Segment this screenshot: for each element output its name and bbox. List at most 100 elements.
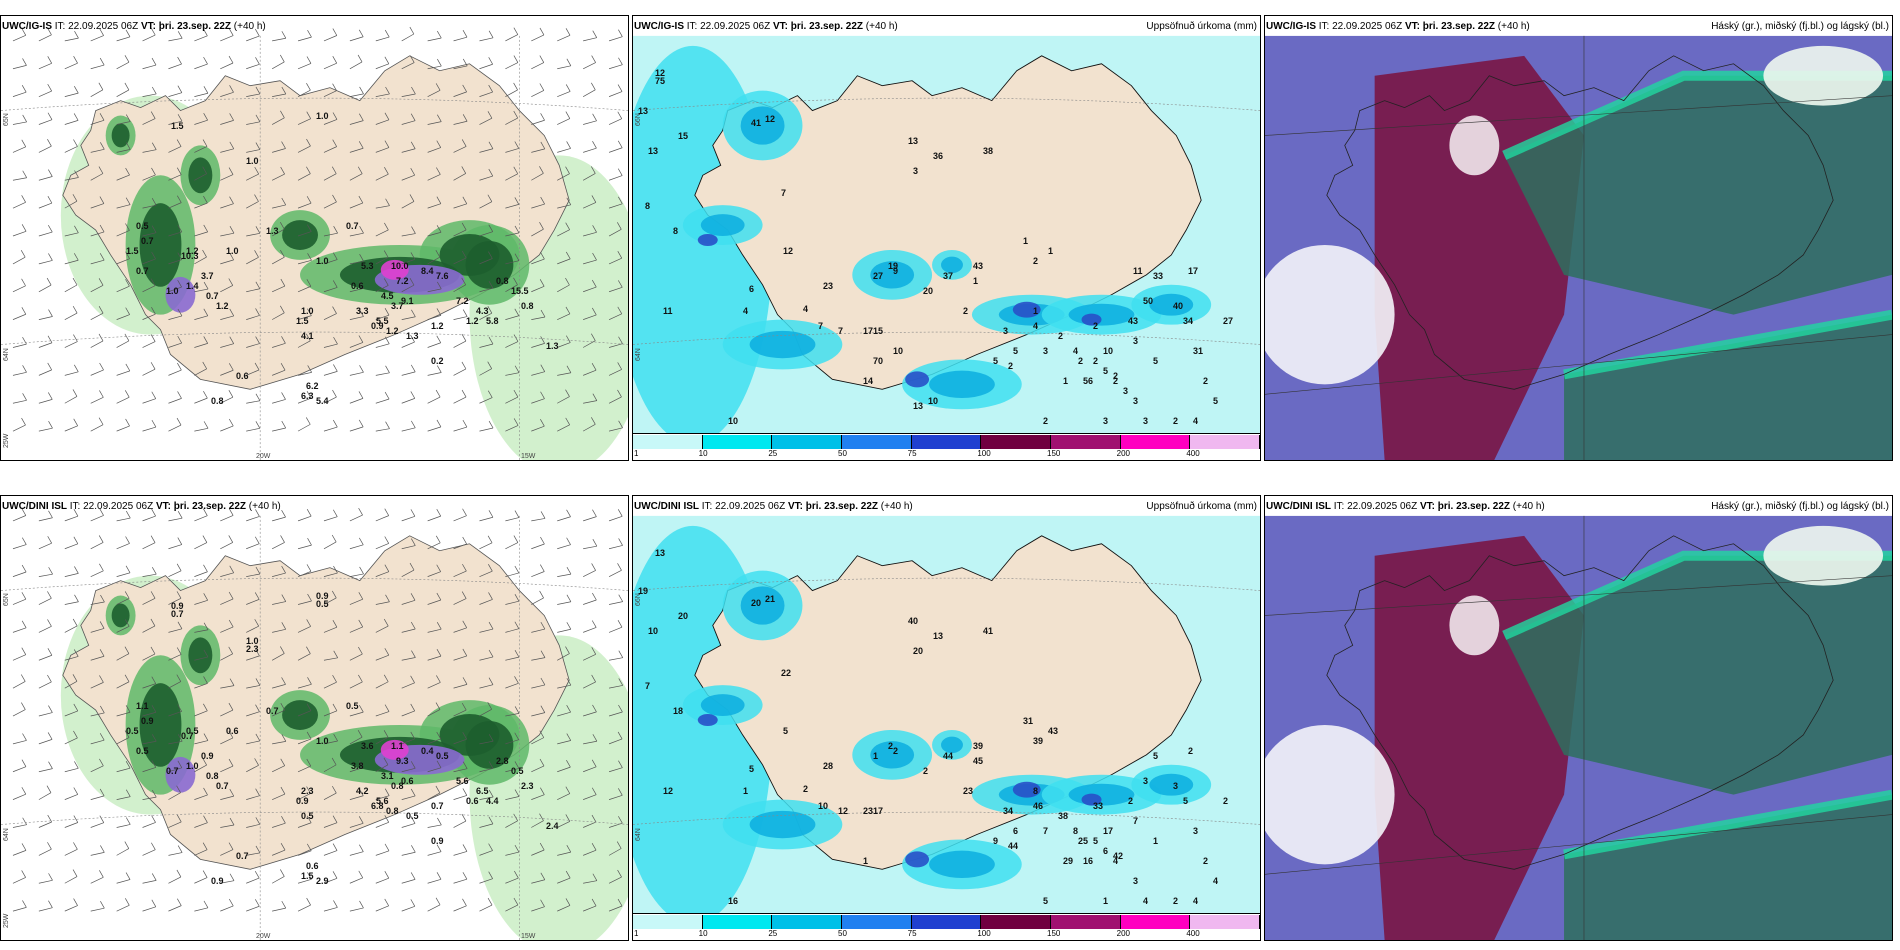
- map-value-label: 5.6: [376, 796, 389, 806]
- colorbar-segment: [1190, 915, 1260, 929]
- map-value-label: 13: [933, 631, 944, 641]
- map-value-label: 3: [1133, 396, 1139, 406]
- map-value-label: 13: [908, 136, 919, 146]
- map-value-label: 4: [1113, 856, 1119, 866]
- model-name: UWC/DINI ISL: [2, 501, 67, 512]
- map-value-label: 4: [1213, 876, 1219, 886]
- map-value-label: 1.5: [171, 121, 184, 131]
- valid-time-label: VT:: [1419, 501, 1435, 512]
- map-value-label: 44: [1008, 841, 1019, 851]
- map-value-label: 5: [1043, 896, 1049, 906]
- precip-cores: [682, 90, 1212, 410]
- colorbar-segment: [1051, 435, 1121, 449]
- map-value-label: 5.5: [376, 316, 389, 326]
- axis-label-mid: 64N: [635, 828, 642, 841]
- map-value-label: 43: [1128, 316, 1139, 326]
- map-value-label: 10.3: [181, 251, 199, 261]
- colorbar-tick-label: 50: [838, 449, 847, 458]
- map-value-label: 5: [1153, 751, 1159, 761]
- colorbar-segment: [842, 915, 912, 929]
- map-value-label: 8: [1073, 826, 1079, 836]
- map-value-label: 7: [645, 681, 651, 691]
- panel-header: UWC/IG-IS IT: 22.09.2025 06Z VT: þri. 23…: [634, 21, 1257, 35]
- map-value-label: 3: [1193, 826, 1199, 836]
- map-value-label: 9.3: [396, 756, 409, 766]
- map-value-label: 1.0: [166, 286, 179, 296]
- map-value-label: 34: [1183, 316, 1194, 326]
- iceland-outline: [1326, 535, 1834, 870]
- colorbar-segment: [772, 435, 842, 449]
- map-value-label: 1.5: [126, 246, 139, 256]
- init-time-label: IT:: [1318, 21, 1330, 32]
- map-value-label: 6.3: [301, 391, 314, 401]
- map-value-label: 1.0: [316, 256, 329, 266]
- colorbar-tick-label: 10: [698, 449, 708, 458]
- map-value-label: 2: [893, 746, 899, 756]
- map-value-label: 0.7: [346, 221, 359, 231]
- map-value-label: 4: [743, 306, 749, 316]
- model-name: UWC/DINI ISL: [634, 501, 699, 512]
- map-value-label: 1.3: [546, 341, 559, 351]
- map-value-label: 10: [928, 396, 939, 406]
- colorbar-tick-label: 25: [768, 929, 778, 938]
- map-value-label: 4.4: [486, 796, 499, 806]
- colorbar-segment: [702, 435, 773, 449]
- map-value-label: 20: [913, 646, 924, 656]
- map-value-label: 4: [1193, 416, 1199, 426]
- axis-label-mid: 64N: [635, 348, 642, 361]
- init-time: 22.09.2025 06Z: [83, 501, 154, 512]
- map-value-label: 1: [1063, 376, 1069, 386]
- map-value-label: 33: [1093, 801, 1104, 811]
- map-value-label: 8.4: [421, 266, 434, 276]
- axis-label-x2: 15W: [521, 453, 536, 460]
- map-value-label: 0.7: [431, 801, 444, 811]
- map-value-label: 0.7: [236, 851, 249, 861]
- map-value-label: 6.8: [371, 801, 384, 811]
- map-value-label: 2.8: [496, 756, 509, 766]
- map-value-label: 0.5: [406, 811, 419, 821]
- colorbar-tick-label: 75: [907, 929, 917, 938]
- map-value-label: 5: [749, 764, 755, 774]
- panel-header: UWC/DINI ISL IT: 22.09.2025 06Z VT: þri.…: [1266, 501, 1889, 515]
- panel-title: Uppsöfnuð úrkoma (mm): [1146, 21, 1257, 32]
- map-value-label: 31: [1023, 716, 1034, 726]
- map-value-label: 0.5: [126, 726, 139, 736]
- map-value-label: 5: [1153, 356, 1159, 366]
- map-value-label: 2: [1173, 416, 1179, 426]
- map-value-label: 7: [838, 326, 844, 336]
- map-value-label: 4.5: [381, 291, 394, 301]
- map-value-label: 7: [1133, 816, 1139, 826]
- map-value-label: 25: [1078, 836, 1089, 846]
- map-value-label: 5.3: [361, 261, 374, 271]
- map-value-label: 23: [823, 281, 834, 291]
- map-value-label: 29: [1063, 856, 1074, 866]
- map-value-label: 3: [1123, 386, 1129, 396]
- map-value-label: 10.0: [391, 261, 409, 271]
- map-value-label: 0.9: [171, 601, 184, 611]
- model-name: UWC/IG-IS: [2, 21, 52, 32]
- valid-time: þri. 23.sep. 22Z: [158, 21, 232, 32]
- map-value-label: 1: [1033, 306, 1039, 316]
- map-canvas: [1, 16, 628, 460]
- map-value-label: 5.6: [456, 776, 469, 786]
- axis-label-top: 65N: [3, 113, 10, 126]
- map-value-label: 0.9: [431, 836, 444, 846]
- map-value-label: 3: [1133, 876, 1139, 886]
- map-value-label: 41: [751, 118, 762, 128]
- map-value-label: 1.2: [386, 326, 399, 336]
- colorbar-segment: [772, 915, 842, 929]
- map-value-label: 1.2: [216, 301, 229, 311]
- colorbar-tick-label: 150: [1047, 929, 1061, 938]
- map-value-label: 1.2: [186, 246, 199, 256]
- valid-time-label: VT:: [1404, 21, 1420, 32]
- map-value-label: 0.8: [386, 806, 399, 816]
- map-value-label: 0.5: [346, 701, 359, 711]
- map-value-label: 7: [1043, 826, 1049, 836]
- map-panel-uwc-ig-is-cloud: UWC/IG-IS IT: 22.09.2025 06Z VT: þri. 23…: [1264, 15, 1893, 461]
- map-value-label: 18: [673, 706, 684, 716]
- map-value-label: 0.6: [306, 861, 319, 871]
- map-value-label: 9: [993, 836, 999, 846]
- map-value-label: 6: [1013, 826, 1019, 836]
- model-name: UWC/IG-IS: [1266, 21, 1316, 32]
- map-value-label: 1: [1153, 836, 1159, 846]
